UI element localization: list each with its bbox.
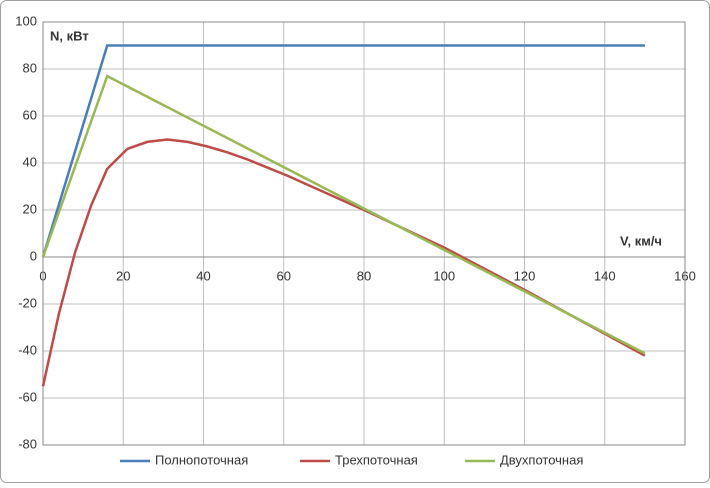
y-tick-label: 100 <box>15 13 37 28</box>
y-tick-label: 60 <box>23 107 37 122</box>
y-tick-label: 20 <box>23 201 37 216</box>
y-tick-label: 40 <box>23 154 37 169</box>
x-tick-label: 100 <box>433 268 455 283</box>
x-tick-label: 60 <box>277 268 291 283</box>
series-line <box>41 74 646 355</box>
x-tick-label: 140 <box>594 268 616 283</box>
y-tick-label: -60 <box>18 389 37 404</box>
y-tick-label: -40 <box>18 342 37 357</box>
x-tick-label: 80 <box>357 268 371 283</box>
series-line <box>41 44 645 258</box>
x-tick-label: 120 <box>514 268 536 283</box>
x-axis-title: V, км/ч <box>620 233 662 248</box>
x-tick-label: 20 <box>116 268 130 283</box>
legend-label: Двухпоточная <box>500 452 583 467</box>
y-tick-label: 0 <box>30 248 37 263</box>
y-tick-label: -80 <box>18 436 37 451</box>
x-tick-label: 40 <box>196 268 210 283</box>
y-tick-label: -20 <box>18 295 37 310</box>
legend-label: Полнопоточная <box>155 452 248 467</box>
y-axis-title: N, кВт <box>50 28 89 43</box>
y-tick-label: 80 <box>23 60 37 75</box>
legend-label: Трехпоточная <box>335 452 418 467</box>
plot-frame <box>42 21 686 446</box>
